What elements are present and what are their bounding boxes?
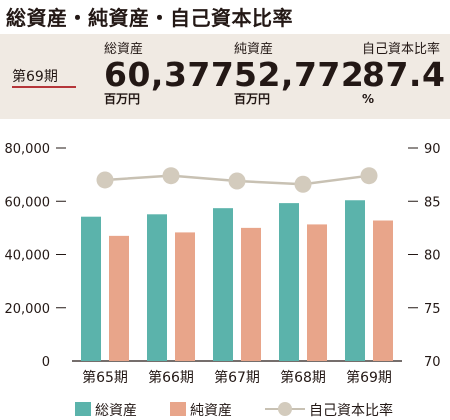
equity-ratio-value: 87.4	[362, 55, 446, 94]
legend-swatch-total-assets	[75, 402, 91, 416]
equity-ratio-point	[96, 171, 114, 189]
assets-chart: 0 20,000 40,000 60,000 80,000 70 75 80 85 90 第65期 第…	[5, 142, 441, 386]
y-right-tick-label: 75	[424, 302, 441, 317]
bar-total-assets	[345, 200, 365, 361]
x-category-label: 第66期	[148, 369, 194, 386]
equity-ratio-metric: 自己資本比率 87.4 %	[362, 42, 445, 106]
total-assets-unit: 百万円	[104, 92, 141, 106]
total-assets-metric: 総資産 60,377 百万円	[104, 42, 234, 106]
y-left-tick-label: 60,000	[5, 195, 51, 210]
bar-net-assets	[175, 232, 195, 361]
y-right-tick-label: 70	[424, 355, 441, 370]
y-left-tick-label: 20,000	[5, 302, 51, 317]
period-label: 第69期	[12, 69, 58, 85]
y-left-tick-label: 40,000	[5, 249, 51, 264]
net-assets-metric: 純資産 52,772 百万円	[234, 42, 364, 106]
bar-net-assets	[109, 235, 129, 361]
legend-label-total-assets: 総資産	[95, 403, 137, 419]
x-category-label: 第67期	[214, 369, 260, 386]
x-category-label: 第69期	[346, 369, 392, 386]
y-right-tick-label: 90	[424, 142, 441, 157]
legend-label-equity-ratio: 自己資本比率	[309, 403, 393, 419]
equity-ratio-point	[294, 175, 312, 193]
bar-total-assets	[213, 208, 233, 361]
y-right-tick-label: 85	[424, 195, 441, 210]
net-assets-label: 純資産	[234, 42, 274, 57]
page-title: 総資産・純資産・自己資本比率	[6, 6, 293, 30]
bar-net-assets	[373, 220, 393, 361]
bar-total-assets	[81, 216, 101, 361]
net-assets-unit: 百万円	[234, 92, 271, 106]
legend-label-net-assets: 純資産	[190, 403, 232, 419]
equity-ratio-point	[162, 167, 180, 185]
bar-net-assets	[241, 227, 261, 361]
total-assets-value: 60,377	[104, 55, 235, 94]
legend-line-marker-icon	[265, 402, 305, 416]
bar-total-assets	[147, 214, 167, 361]
equity-ratio-point	[360, 167, 378, 185]
y-left-tick-label: 0	[42, 355, 50, 370]
summary-panel: 第69期 総資産 60,377 百万円 純資産 52,772 百万円 自己資本比…	[0, 34, 450, 119]
equity-ratio-point	[228, 172, 246, 190]
equity-ratio-unit: %	[362, 92, 375, 106]
y-right-tick-label: 80	[424, 249, 441, 264]
period-underline	[12, 86, 76, 88]
bar-net-assets	[307, 224, 327, 361]
legend-swatch-net-assets	[170, 402, 186, 416]
x-category-label: 第65期	[82, 369, 128, 386]
net-assets-value: 52,772	[234, 55, 365, 94]
y-left-tick-label: 80,000	[5, 142, 51, 157]
x-category-label: 第68期	[280, 369, 326, 386]
bar-total-assets	[279, 203, 299, 361]
equity-ratio-label: 自己資本比率	[362, 42, 441, 57]
total-assets-label: 総資産	[104, 42, 144, 57]
